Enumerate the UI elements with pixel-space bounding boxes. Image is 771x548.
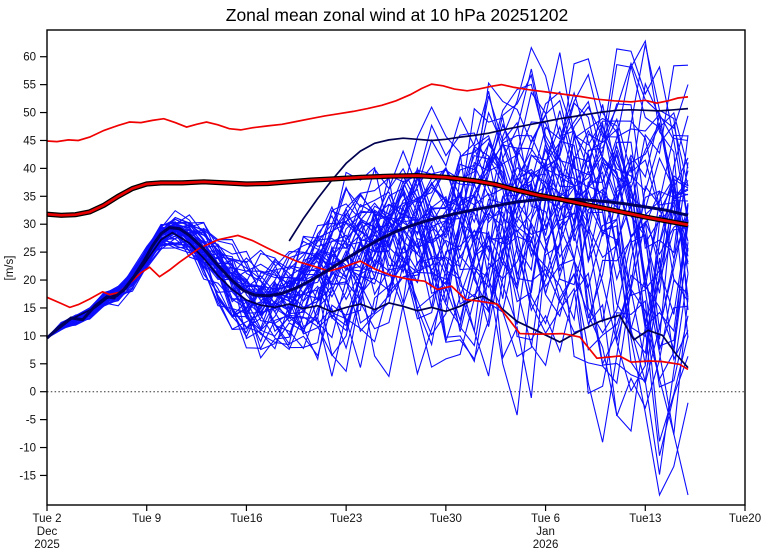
y-tick-label: 60 — [23, 52, 36, 64]
ensemble-upper-bound-line — [288, 107, 689, 242]
y-tick-label: 20 — [23, 275, 36, 287]
x-tick-label: Tue30 — [430, 513, 462, 525]
plot-border — [46, 29, 746, 506]
chart-title: Zonal mean zonal wind at 10 hPa 20251202 — [226, 5, 568, 25]
y-tick-label: -10 — [19, 443, 36, 455]
y-tick-label: 5 — [30, 359, 36, 371]
y-tick-label: 10 — [23, 331, 36, 343]
ensemble-mean-polyline — [45, 197, 689, 340]
x-tick-label: Tue23 — [330, 513, 362, 525]
ensemble-bound-lines — [46, 107, 689, 369]
x-tick-sublabel: Jan — [536, 526, 555, 538]
y-tick-label: 35 — [23, 191, 36, 203]
y-tick-label: 15 — [23, 303, 36, 315]
ensemble-member-line — [46, 102, 689, 355]
y-tick-label: 45 — [23, 135, 36, 147]
x-tick-sublabel: Dec — [37, 526, 58, 538]
ensemble-mean-line — [45, 197, 689, 340]
y-tick-label: 30 — [23, 219, 36, 231]
y-tick-label: -15 — [19, 470, 36, 482]
y-tick-label: 55 — [23, 80, 36, 92]
ensemble-lower-bound-line — [46, 231, 689, 369]
y-axis-unit-label: [m/s] — [4, 256, 16, 281]
x-tick-label: Tue16 — [230, 513, 262, 525]
ensemble-member-line — [46, 164, 689, 417]
climatology-upper-line — [46, 83, 689, 143]
axis-ticks — [40, 56, 746, 511]
y-tick-label: -5 — [26, 415, 36, 427]
climatology-mean-line — [46, 172, 689, 228]
climatology-mean-core — [46, 174, 689, 227]
plot-frame — [46, 29, 746, 506]
x-tick-label: Tue20 — [729, 513, 761, 525]
x-tick-sublabel: 2026 — [533, 539, 559, 548]
ensemble-member-line — [46, 103, 689, 342]
y-tick-label: 50 — [23, 108, 36, 120]
x-tick-sublabel: 2025 — [34, 539, 60, 548]
x-tick-label: Tue13 — [629, 513, 661, 525]
x-tick-label: Tue 6 — [531, 513, 560, 525]
x-tick-label: Tue 2 — [33, 513, 62, 525]
y-tick-label: 0 — [30, 387, 36, 399]
y-tick-label: 40 — [23, 163, 36, 175]
x-tick-label: Tue 9 — [132, 513, 161, 525]
ensemble-member-line — [46, 46, 689, 339]
y-tick-label: 25 — [23, 247, 36, 259]
ensemble-member-line — [46, 111, 689, 347]
ensemble-member-line — [46, 135, 689, 399]
